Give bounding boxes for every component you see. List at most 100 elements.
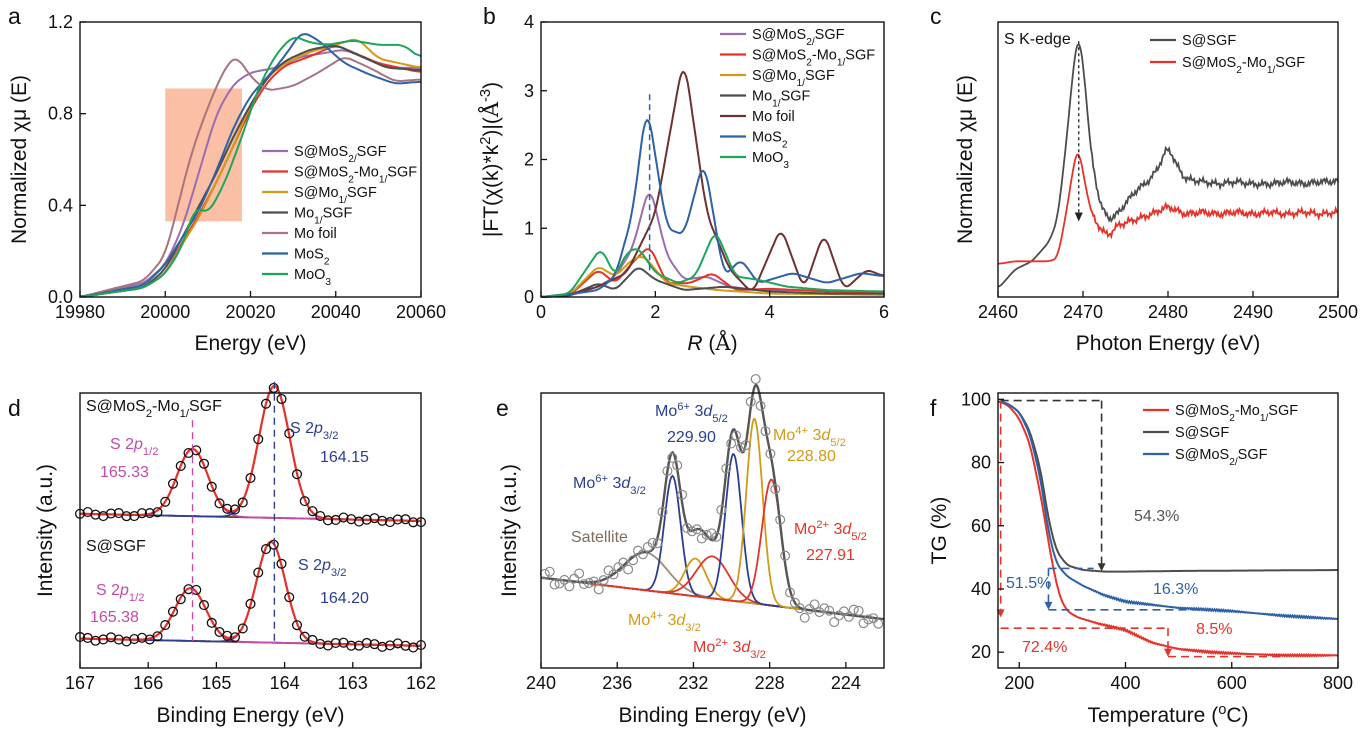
- p32-value-b: 164.20: [320, 590, 369, 607]
- data-point-d: [90, 509, 101, 520]
- fit-envelope: [80, 540, 421, 647]
- series-line-f: [997, 400, 1338, 573]
- data-point-d: [384, 640, 396, 651]
- loss-blue-1: 51.5%: [1006, 575, 1051, 592]
- data-point-e: [716, 504, 727, 515]
- data-point-e: [765, 448, 776, 459]
- group-label-top: S@MoS2-Mo1/SGF: [86, 398, 222, 420]
- series-line-b: [541, 248, 885, 298]
- panel-f-legend-entry: S@SGF: [1175, 425, 1229, 441]
- data-point-d: [222, 503, 233, 514]
- panel-f-ylabel: TG (%): [928, 497, 951, 565]
- panel-b-y-tick-label: 1: [524, 218, 534, 238]
- data-point-e: [809, 599, 820, 610]
- panel-c-x-tick-label: 2460: [978, 302, 1018, 322]
- data-point-d: [284, 428, 295, 439]
- data-point-e: [755, 400, 766, 411]
- data-point-d: [160, 620, 171, 631]
- data-point-e: [657, 506, 668, 517]
- data-point-d: [229, 504, 241, 515]
- panel-d-x-tick-label: 165: [201, 673, 231, 693]
- data-point-d: [291, 469, 303, 480]
- data-point-d: [222, 630, 233, 641]
- loss-red-1: 72.4%: [1022, 639, 1067, 656]
- panel-b-legend-entry: S@Mo1/SGF: [752, 68, 835, 89]
- panel-c-ylabel: Normalized χμ (E): [954, 75, 977, 244]
- data-point-e: [686, 526, 697, 537]
- data-point-e: [677, 489, 688, 500]
- p12-label: S 2p1/2: [110, 436, 158, 458]
- panel-a-legend-entry: S@MoS2-Mo1/SGF: [294, 165, 417, 186]
- data-point-d: [400, 640, 411, 651]
- data-point-e: [618, 557, 629, 568]
- data-point-d: [253, 567, 264, 578]
- data-point-e: [838, 606, 849, 617]
- data-point-e: [667, 452, 678, 463]
- data-point-e: [549, 579, 560, 590]
- panel-a-x-tick-label: 20060: [396, 302, 446, 322]
- mo4-52-value: 228.80: [787, 448, 836, 465]
- loss-gray: 54.3%: [1134, 508, 1179, 525]
- data-point-d: [229, 632, 241, 643]
- data-point-d: [276, 393, 287, 405]
- satellite-label: Satellite: [571, 529, 628, 546]
- panel-c-xlabel: Photon Energy (eV): [1076, 332, 1260, 355]
- data-point-d: [284, 592, 295, 603]
- panel-f-y-tick-label: 60: [971, 516, 991, 536]
- data-point-e: [853, 605, 864, 616]
- data-point-e: [647, 537, 658, 548]
- panel-a-y-tick-label: 1.2: [48, 12, 73, 32]
- data-point-d: [377, 515, 388, 526]
- data-point-d: [377, 641, 388, 652]
- data-point-e: [873, 618, 884, 629]
- data-point-e: [608, 569, 619, 580]
- data-point-e: [824, 605, 835, 616]
- data-point-e: [564, 581, 575, 592]
- data-point-d: [152, 631, 163, 642]
- data-point-d: [291, 620, 303, 631]
- panel-b-legend-entry: Mo1/SGF: [752, 89, 811, 110]
- panel-b-ylabel: |FT(χ(k)*k2)|(Å-3): [478, 82, 503, 237]
- series-line-a: [79, 57, 422, 298]
- panel-f-y-tick-label: 40: [971, 579, 991, 599]
- panel-e-x-tick-label: 224: [831, 673, 861, 693]
- panel-a-legend-entry: MoO3: [294, 267, 331, 288]
- panel-a-x-tick-label: 20000: [140, 302, 190, 322]
- data-point-e: [775, 514, 786, 525]
- panel-a-y-tick-label: 0.8: [48, 104, 73, 124]
- panel-b-y-tick-label: 4: [524, 12, 534, 32]
- data-point-e: [559, 574, 570, 585]
- series-line-c: [997, 153, 1339, 265]
- panel-label: c: [930, 3, 942, 29]
- panel-label: e: [496, 395, 509, 421]
- panel-a-x-tick-label: 20040: [311, 302, 361, 322]
- panel-d-xlabel: Binding Energy (eV): [157, 704, 345, 727]
- data-point-d: [206, 481, 217, 492]
- panel-f-frame: [997, 392, 1339, 669]
- edge-arrow-head: [1074, 212, 1083, 222]
- panel-d-x-tick-label: 162: [406, 673, 436, 693]
- panel-a-legend-entry: Mo foil: [294, 226, 337, 242]
- data-point-e: [672, 460, 683, 471]
- data-point-e: [785, 587, 796, 598]
- data-point-d: [160, 496, 171, 507]
- panel-f-x-tick-label: 400: [1110, 673, 1140, 693]
- panel-e-x-tick-label: 228: [755, 673, 785, 693]
- panel-e-xlabel: Binding Energy (eV): [619, 704, 807, 727]
- data-point-e: [662, 465, 673, 476]
- data-point-e: [745, 396, 756, 407]
- panel-label: a: [8, 3, 21, 29]
- data-point-d: [90, 635, 101, 646]
- data-point-d: [260, 398, 272, 409]
- panel-d-x-tick-label: 166: [133, 673, 163, 693]
- panel-a-legend-entry: S@MoS2/SGF: [294, 144, 387, 165]
- panel-f-x-tick-label: 200: [1004, 673, 1034, 693]
- data-point-d: [260, 544, 272, 555]
- data-point-d: [136, 508, 148, 519]
- data-point-d: [105, 508, 117, 519]
- arrow-gray: [1097, 563, 1106, 572]
- data-point-d: [307, 634, 318, 646]
- group-label-bottom: S@SGF: [86, 538, 146, 555]
- data-point-e: [735, 442, 746, 453]
